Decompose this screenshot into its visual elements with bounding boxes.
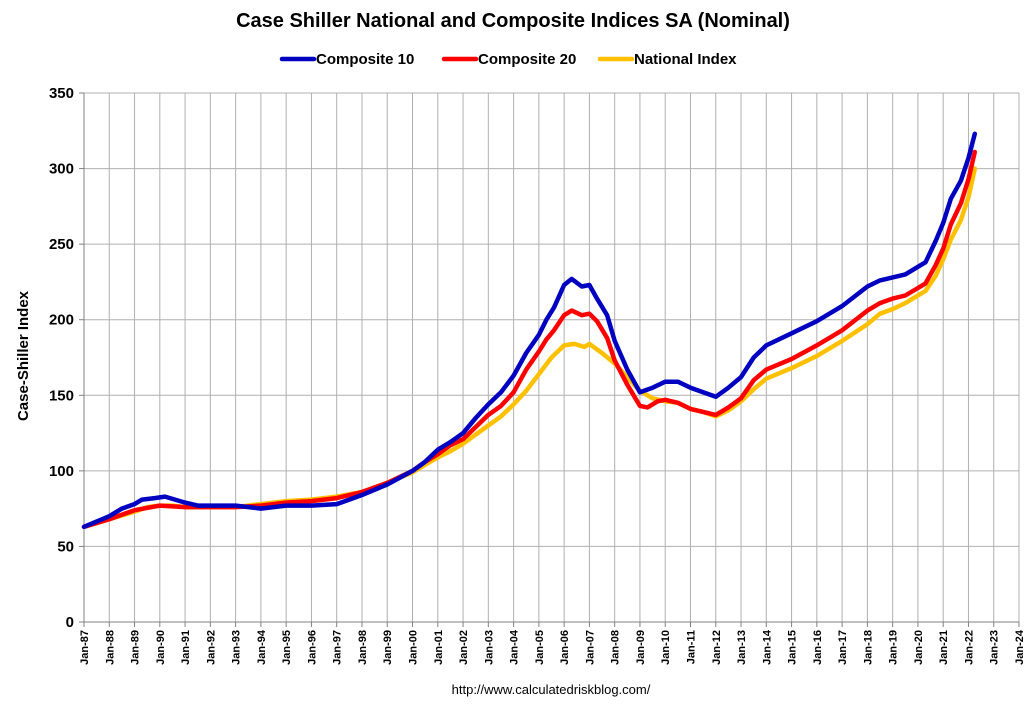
x-tick-label: Jan-05	[534, 630, 546, 665]
series-lines	[81, 131, 978, 530]
x-tick-label: Jan-21	[938, 630, 950, 665]
x-tick-label: Jan-10	[660, 630, 672, 665]
x-tick-label: Jan-93	[231, 630, 243, 665]
x-tick-label: Jan-14	[761, 629, 773, 665]
source-label: http://www.calculatedriskblog.com/	[452, 682, 651, 697]
x-tick-label: Jan-88	[104, 630, 116, 665]
x-tick-label: Jan-90	[155, 630, 167, 665]
x-tick-label: Jan-13	[736, 630, 748, 665]
x-axis-ticks: Jan-87 Jan-88 Jan-89 Jan-90 Jan-91 Jan-92 Jan-…	[79, 622, 1026, 665]
x-tick-label: Jan-92	[205, 630, 217, 665]
y-tick-label: 300	[49, 161, 74, 178]
x-tick-label: Jan-08	[610, 630, 622, 665]
x-tick-label: Jan-04	[509, 629, 521, 665]
x-tick-label: Jan-07	[584, 630, 596, 665]
x-tick-label: Jan-16	[812, 630, 824, 665]
x-tick-label: Jan-02	[458, 630, 470, 665]
y-tick-label: 100	[49, 463, 74, 480]
legend-label: National Index	[634, 51, 737, 68]
x-tick-label: Jan-18	[862, 630, 874, 665]
x-tick-label: Jan-01	[433, 630, 445, 665]
x-tick-label: Jan-22	[963, 630, 975, 665]
y-tick-label: 350	[49, 85, 74, 102]
chart-title: Case Shiller National and Composite Indi…	[236, 10, 790, 32]
gridlines	[84, 92, 1020, 622]
x-tick-label: Jan-87	[79, 630, 91, 665]
x-tick-label: Jan-12	[711, 630, 723, 665]
legend-label: Composite 20	[478, 51, 576, 68]
x-tick-label: Jan-95	[281, 630, 293, 665]
x-tick-label: Jan-20	[913, 630, 925, 665]
y-tick-label: 50	[57, 538, 74, 555]
series-line-composite-10	[81, 131, 978, 530]
x-tick-label: Jan-96	[306, 630, 318, 665]
x-tick-label: Jan-89	[130, 630, 142, 665]
axes	[83, 93, 1019, 623]
legend-label: Composite 10	[316, 51, 414, 68]
x-tick-label: Jan-97	[332, 630, 344, 665]
x-tick-label: Jan-94	[256, 629, 268, 665]
x-tick-label: Jan-99	[382, 630, 394, 665]
x-tick-label: Jan-03	[483, 630, 495, 665]
y-axis-ticks: 0 50 100 150 200 250 300 350	[49, 85, 84, 631]
y-tick-label: 200	[49, 312, 74, 329]
y-axis-title: Case-Shiller Index	[15, 290, 32, 421]
x-tick-label: Jan-23	[989, 630, 1001, 665]
x-tick-label: Jan-24	[1014, 629, 1026, 665]
x-tick-label: Jan-09	[635, 630, 647, 665]
x-tick-label: Jan-19	[888, 630, 900, 665]
x-tick-label: Jan-00	[408, 630, 420, 665]
x-tick-label: Jan-06	[559, 630, 571, 665]
y-tick-label: 0	[66, 614, 74, 631]
x-tick-label: Jan-11	[685, 630, 697, 664]
y-tick-label: 150	[49, 387, 74, 404]
series-line-composite-20	[81, 149, 978, 530]
x-tick-label: Jan-98	[357, 630, 369, 665]
x-tick-label: Jan-17	[837, 630, 849, 665]
y-tick-label: 250	[49, 236, 74, 253]
legend: Composite 10 Composite 20 National Index	[279, 51, 737, 68]
x-tick-label: Jan-91	[180, 630, 192, 665]
x-tick-label: Jan-15	[787, 630, 799, 665]
